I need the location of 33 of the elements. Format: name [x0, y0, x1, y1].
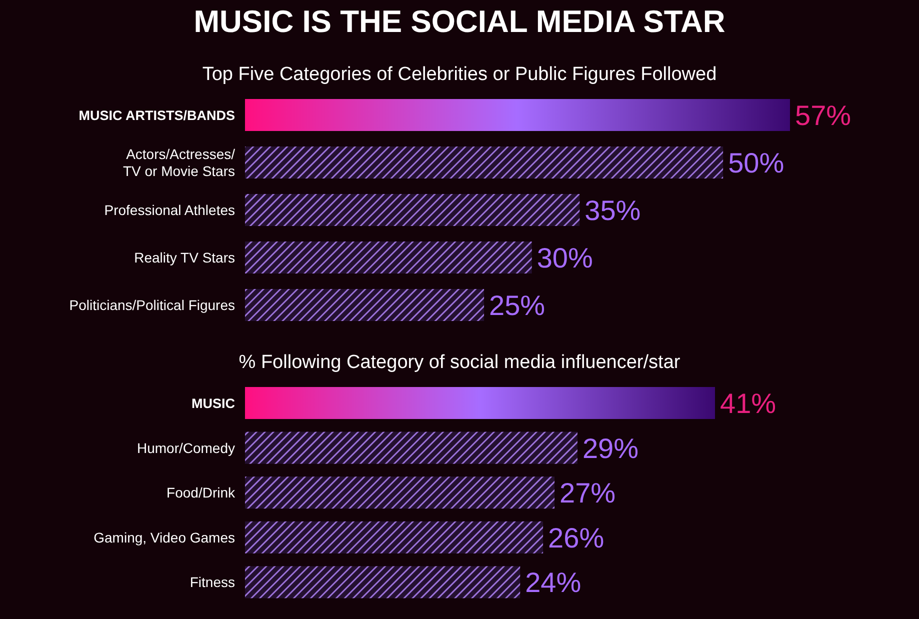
chart-subtitle: Top Five Categories of Celebrities or Public Figures Followed — [202, 64, 717, 85]
data-label: 30% — [536, 242, 593, 274]
bar — [245, 146, 724, 178]
data-label: 26% — [548, 522, 604, 554]
data-label: 27% — [560, 478, 616, 509]
bar — [245, 242, 532, 274]
y-tick-label: Food/Drink — [166, 484, 236, 501]
bar — [245, 289, 484, 321]
bar — [245, 476, 555, 509]
y-tick-label: MUSIC ARTISTS/BANDS — [78, 108, 235, 123]
data-label: 25% — [489, 290, 546, 321]
chart-subtitle: % Following Category of social media influencer/star — [238, 352, 681, 373]
bar — [245, 387, 715, 419]
data-label: 29% — [582, 432, 638, 464]
bar — [245, 432, 578, 464]
data-label: 35% — [584, 195, 641, 226]
y-tick-label: Actors/Actresses/ TV or Movie Stars — [122, 146, 236, 179]
data-label: 50% — [728, 148, 784, 178]
bar — [245, 99, 790, 131]
data-label: 41% — [720, 388, 776, 419]
y-tick-label: Reality TV Stars — [134, 250, 235, 266]
bar — [245, 521, 544, 554]
data-label: 24% — [525, 567, 582, 598]
bar — [245, 566, 520, 598]
chart-title: MUSIC IS THE SOCIAL MEDIA STAR — [194, 4, 726, 39]
y-tick-label: MUSIC — [192, 396, 236, 411]
bar — [245, 194, 580, 226]
y-tick-label: Gaming, Video Games — [94, 529, 235, 546]
y-tick-label: Humor/Comedy — [136, 440, 235, 456]
y-tick-label: Politicians/Political Figures — [69, 297, 235, 313]
y-tick-label: Professional Athletes — [104, 202, 235, 218]
y-tick-label: Fitness — [190, 574, 235, 590]
data-label: 57% — [795, 100, 852, 131]
